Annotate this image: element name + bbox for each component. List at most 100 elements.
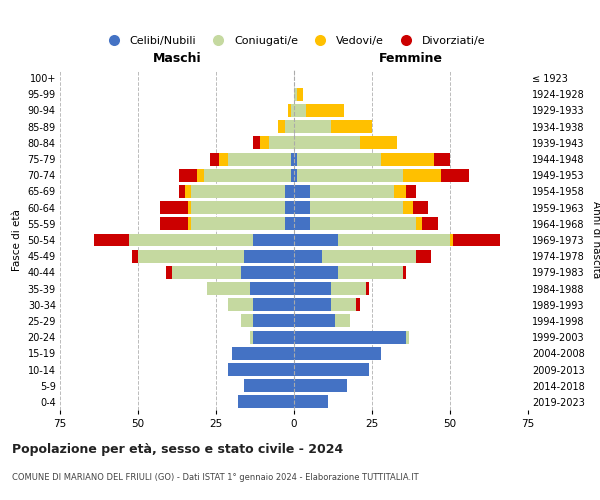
Bar bbox=[160, 218, 188, 230]
Bar bbox=[191, 185, 284, 198]
Bar bbox=[241, 314, 253, 328]
Bar bbox=[166, 266, 172, 279]
Bar bbox=[232, 347, 294, 360]
Bar bbox=[310, 201, 403, 214]
Bar bbox=[278, 120, 284, 133]
Bar bbox=[138, 250, 244, 262]
Bar bbox=[297, 169, 403, 181]
Bar bbox=[406, 330, 409, 344]
Bar bbox=[294, 282, 331, 295]
Bar bbox=[244, 250, 294, 262]
Bar bbox=[440, 169, 469, 181]
Y-axis label: Anni di nascita: Anni di nascita bbox=[590, 202, 600, 278]
Bar bbox=[338, 234, 450, 246]
Bar bbox=[294, 104, 307, 117]
Bar bbox=[310, 185, 394, 198]
Bar bbox=[294, 152, 297, 166]
Bar bbox=[284, 185, 294, 198]
Bar bbox=[310, 218, 416, 230]
Text: Femmine: Femmine bbox=[379, 52, 443, 65]
Text: Popolazione per età, sesso e stato civile - 2024: Popolazione per età, sesso e stato civil… bbox=[12, 442, 343, 456]
Bar bbox=[297, 152, 382, 166]
Bar bbox=[335, 314, 350, 328]
Bar bbox=[269, 136, 294, 149]
Bar bbox=[294, 136, 359, 149]
Bar bbox=[294, 169, 297, 181]
Bar bbox=[422, 218, 437, 230]
Bar bbox=[403, 266, 406, 279]
Bar bbox=[219, 152, 229, 166]
Bar bbox=[188, 201, 191, 214]
Bar bbox=[179, 169, 197, 181]
Bar bbox=[291, 169, 294, 181]
Bar bbox=[284, 218, 294, 230]
Bar bbox=[453, 234, 500, 246]
Bar bbox=[229, 298, 253, 311]
Bar bbox=[250, 330, 253, 344]
Bar bbox=[403, 169, 440, 181]
Bar bbox=[294, 363, 369, 376]
Bar bbox=[307, 104, 344, 117]
Bar bbox=[253, 136, 260, 149]
Bar bbox=[294, 201, 310, 214]
Bar bbox=[188, 218, 191, 230]
Bar bbox=[294, 218, 310, 230]
Bar bbox=[241, 266, 294, 279]
Bar bbox=[294, 347, 382, 360]
Y-axis label: Fasce di età: Fasce di età bbox=[12, 209, 22, 271]
Bar bbox=[284, 120, 294, 133]
Text: Maschi: Maschi bbox=[152, 52, 202, 65]
Bar bbox=[160, 201, 188, 214]
Bar bbox=[394, 185, 406, 198]
Bar bbox=[416, 250, 431, 262]
Bar bbox=[403, 201, 413, 214]
Bar bbox=[191, 218, 284, 230]
Bar bbox=[238, 396, 294, 408]
Bar bbox=[294, 234, 338, 246]
Bar bbox=[197, 169, 203, 181]
Bar bbox=[191, 201, 284, 214]
Bar bbox=[253, 314, 294, 328]
Legend: Celibi/Nubili, Coniugati/e, Vedovi/e, Divorziati/e: Celibi/Nubili, Coniugati/e, Vedovi/e, Di… bbox=[98, 32, 490, 50]
Bar bbox=[331, 298, 356, 311]
Bar bbox=[294, 120, 331, 133]
Bar bbox=[284, 201, 294, 214]
Text: COMUNE DI MARIANO DEL FRIULI (GO) - Dati ISTAT 1° gennaio 2024 - Elaborazione TU: COMUNE DI MARIANO DEL FRIULI (GO) - Dati… bbox=[12, 472, 419, 482]
Bar bbox=[172, 266, 241, 279]
Bar bbox=[434, 152, 450, 166]
Bar bbox=[331, 120, 372, 133]
Bar bbox=[210, 152, 219, 166]
Bar bbox=[338, 266, 403, 279]
Bar bbox=[250, 282, 294, 295]
Bar bbox=[294, 185, 310, 198]
Bar bbox=[253, 330, 294, 344]
Bar bbox=[331, 282, 366, 295]
Bar bbox=[294, 250, 322, 262]
Bar bbox=[416, 218, 422, 230]
Bar bbox=[294, 88, 297, 101]
Bar bbox=[294, 330, 406, 344]
Bar bbox=[450, 234, 453, 246]
Bar bbox=[253, 234, 294, 246]
Bar bbox=[294, 379, 347, 392]
Bar bbox=[291, 104, 294, 117]
Bar bbox=[244, 379, 294, 392]
Bar bbox=[294, 314, 335, 328]
Bar bbox=[185, 185, 191, 198]
Bar bbox=[294, 396, 328, 408]
Bar bbox=[288, 104, 291, 117]
Bar bbox=[206, 282, 250, 295]
Bar bbox=[260, 136, 269, 149]
Bar bbox=[128, 234, 253, 246]
Bar bbox=[413, 201, 428, 214]
Bar bbox=[132, 250, 138, 262]
Bar bbox=[229, 152, 291, 166]
Bar bbox=[356, 298, 359, 311]
Bar bbox=[294, 266, 338, 279]
Bar bbox=[294, 298, 331, 311]
Bar bbox=[297, 88, 304, 101]
Bar bbox=[406, 185, 416, 198]
Bar bbox=[359, 136, 397, 149]
Bar bbox=[253, 298, 294, 311]
Bar bbox=[94, 234, 128, 246]
